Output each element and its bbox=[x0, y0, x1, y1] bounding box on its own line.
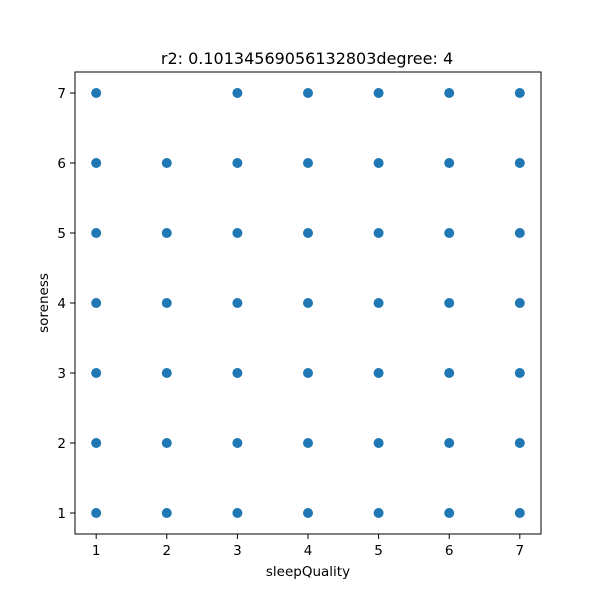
data-point bbox=[444, 508, 455, 518]
data-point bbox=[91, 368, 102, 378]
data-point bbox=[303, 438, 313, 448]
data-point bbox=[161, 158, 172, 168]
data-point bbox=[232, 508, 243, 518]
data-point bbox=[514, 158, 525, 168]
data-point bbox=[303, 368, 313, 378]
y-axis-ticks: 1 2 3 4 5 6 7 bbox=[57, 86, 75, 522]
data-point bbox=[91, 88, 102, 98]
data-point bbox=[303, 228, 313, 238]
points-layer bbox=[91, 88, 525, 518]
data-point bbox=[444, 368, 455, 378]
y-tick-label: 1 bbox=[57, 506, 66, 522]
data-point bbox=[373, 228, 384, 238]
data-point bbox=[91, 438, 102, 448]
data-point bbox=[232, 228, 243, 238]
data-point bbox=[232, 298, 243, 308]
data-point bbox=[444, 438, 455, 448]
data-point bbox=[514, 228, 525, 238]
data-point bbox=[444, 228, 455, 238]
data-point bbox=[514, 508, 525, 518]
data-point bbox=[161, 368, 172, 378]
data-point bbox=[161, 508, 172, 518]
data-point bbox=[161, 298, 172, 308]
data-point bbox=[232, 158, 243, 168]
data-point bbox=[514, 298, 525, 308]
x-axis-ticks: 1 2 3 4 5 6 7 bbox=[92, 534, 524, 559]
data-point bbox=[303, 298, 313, 308]
x-tick-label: 7 bbox=[516, 543, 525, 559]
y-tick-label: 7 bbox=[57, 86, 66, 102]
y-tick-label: 6 bbox=[57, 156, 66, 172]
data-point bbox=[444, 88, 455, 98]
data-point bbox=[444, 158, 455, 168]
data-point bbox=[303, 88, 313, 98]
data-point bbox=[91, 228, 102, 238]
data-point bbox=[91, 158, 102, 168]
data-point bbox=[514, 88, 525, 98]
data-point bbox=[373, 438, 384, 448]
x-tick-label: 4 bbox=[304, 543, 313, 559]
data-point bbox=[232, 88, 243, 98]
x-axis-label: sleepQuality bbox=[266, 564, 350, 580]
data-point bbox=[373, 368, 384, 378]
data-point bbox=[232, 368, 243, 378]
x-tick-label: 2 bbox=[162, 543, 171, 559]
data-point bbox=[373, 158, 384, 168]
x-tick-label: 1 bbox=[92, 543, 101, 559]
y-tick-label: 3 bbox=[57, 366, 66, 382]
y-axis-label: soreness bbox=[36, 273, 52, 333]
data-point bbox=[303, 158, 313, 168]
chart-title: r2: 0.10134569056132803degree: 4 bbox=[161, 49, 453, 68]
data-point bbox=[373, 298, 384, 308]
x-tick-label: 6 bbox=[445, 543, 454, 559]
data-point bbox=[373, 88, 384, 98]
x-tick-label: 3 bbox=[233, 543, 242, 559]
data-point bbox=[373, 508, 384, 518]
data-point bbox=[303, 508, 313, 518]
data-point bbox=[514, 368, 525, 378]
data-point bbox=[161, 228, 172, 238]
data-point bbox=[514, 438, 525, 448]
data-point bbox=[161, 438, 172, 448]
data-point bbox=[232, 438, 243, 448]
x-tick-label: 5 bbox=[374, 543, 383, 559]
y-tick-label: 4 bbox=[57, 296, 66, 312]
y-tick-label: 5 bbox=[57, 226, 66, 242]
data-point bbox=[444, 298, 455, 308]
data-point bbox=[91, 298, 102, 308]
y-tick-label: 2 bbox=[57, 436, 66, 452]
data-point bbox=[91, 508, 102, 518]
